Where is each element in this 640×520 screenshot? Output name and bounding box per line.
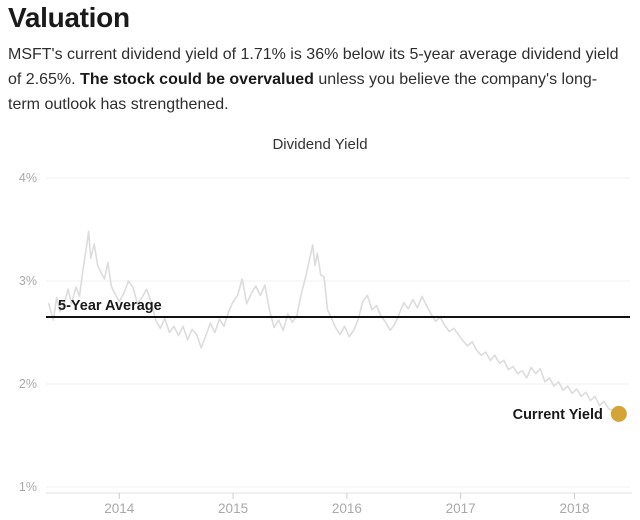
page-title: Valuation — [8, 2, 130, 33]
summary-text-after: unless you believe the company's long-te… — [8, 71, 598, 113]
summary-text-bold: The stock could be overvalued — [80, 71, 314, 88]
summary-text-before: MSFT's current dividend yield of 1.71% i… — [8, 46, 619, 88]
valuation-section: Valuation MSFT's current dividend yield … — [8, 0, 630, 117]
y-axis-label: 4% — [19, 171, 37, 185]
valuation-summary: MSFT's current dividend yield of 1.71% i… — [8, 42, 624, 117]
y-axis-label: 1% — [19, 480, 37, 494]
x-axis-label: 2016 — [332, 501, 362, 516]
y-axis-label: 2% — [19, 377, 37, 391]
current-yield-dot — [610, 405, 627, 422]
x-axis-label: 2014 — [104, 501, 135, 516]
y-axis-label: 3% — [19, 274, 37, 288]
chart-title: Dividend Yield — [272, 136, 368, 153]
current-yield-label: Current Yield — [513, 407, 603, 423]
dividend-yield-chart: 4% 3% 2% 1% 2014 2015 2016 2017 2018 5-Year Avera… — [19, 171, 632, 516]
x-axis-label: 2017 — [446, 501, 476, 516]
x-axis-label: 2018 — [559, 501, 589, 516]
x-axis-label: 2015 — [218, 501, 248, 516]
dividend-yield-line — [47, 230, 620, 415]
average-label: 5-Year Average — [58, 298, 162, 314]
